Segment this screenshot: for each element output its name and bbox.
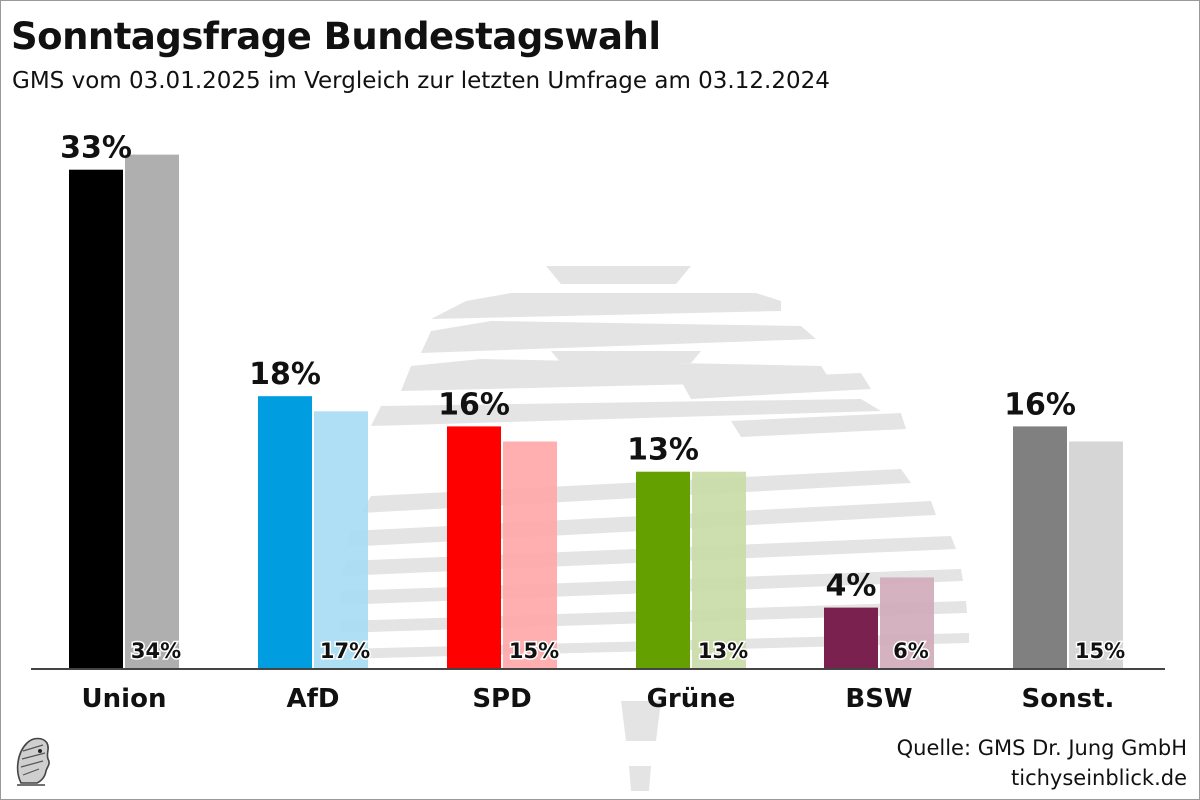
value-label-previous-gruene: 13% [698,639,748,663]
bar-current-sonst [1013,426,1067,668]
bar-current-union [69,169,123,668]
bar-current-bsw [824,607,878,668]
value-label-current-sonst: 16% [1004,387,1076,422]
value-label-current-afd: 18% [249,357,321,392]
bar-current-gruene [636,471,690,668]
value-label-current-bsw: 4% [826,569,877,604]
value-label-current-union: 33% [60,131,132,166]
value-label-previous-sonst: 15% [1075,639,1125,663]
site-credit: tichyseinblick.de [1011,766,1187,790]
category-label-sonst: Sonst. [1022,684,1115,714]
category-label-union: Union [82,684,167,714]
source-credit: Quelle: GMS Dr. Jung GmbH [896,736,1187,760]
category-label-gruene: Grüne [647,684,736,714]
category-label-spd: SPD [472,684,531,714]
bar-previous-union [125,154,179,669]
eagle-head-logo-icon [16,737,50,786]
chart-title: Sonntagsfrage Bundestagswahl [11,15,661,58]
bar-current-afd [258,396,312,668]
value-label-previous-spd: 15% [509,639,559,663]
bar-previous-sonst [1069,441,1123,668]
source-block: Quelle: GMS Dr. Jung GmbH tichyseinblick… [897,733,1187,793]
value-label-previous-bsw: 6% [893,639,929,663]
chart-subtitle: GMS vom 03.01.2025 im Vergleich zur letz… [12,68,830,94]
bars-layer: 33% 34% Union 18% 17% AfD 16% 15% SPD 13% 13% Grüne… [60,131,1127,714]
value-label-previous-afd: 17% [320,639,370,663]
category-label-afd: AfD [286,684,339,714]
value-label-current-gruene: 13% [627,433,699,468]
bar-previous-afd [314,411,368,668]
bar-previous-spd [503,441,557,668]
bar-previous-bsw [880,577,934,668]
value-label-current-spd: 16% [438,387,510,422]
bar-current-spd [447,426,501,668]
bar-previous-gruene [692,471,746,668]
category-label-bsw: BSW [845,684,912,714]
value-label-previous-union: 34% [131,639,181,663]
